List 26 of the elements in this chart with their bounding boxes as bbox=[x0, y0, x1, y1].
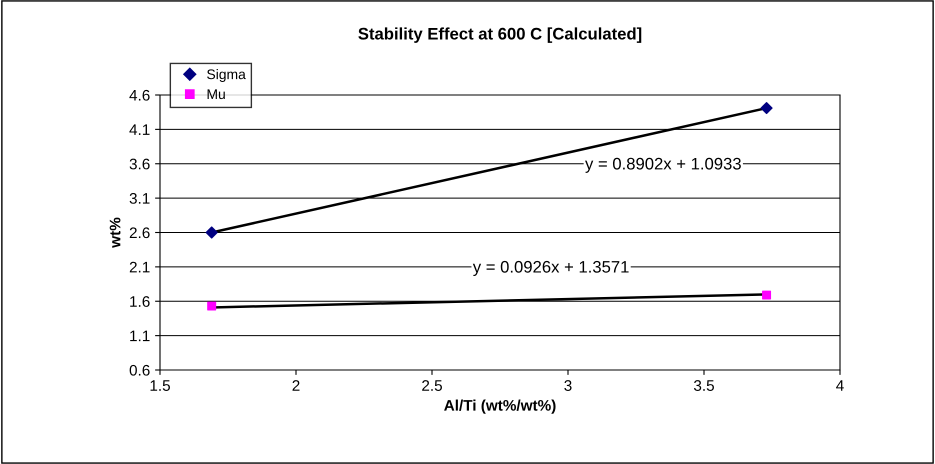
y-tick-label: 4.6 bbox=[129, 90, 150, 101]
point bbox=[207, 302, 216, 311]
point bbox=[762, 290, 772, 300]
x-tick-label: 2.5 bbox=[422, 380, 442, 391]
y-tick-label: 0.6 bbox=[130, 364, 150, 376]
point bbox=[760, 102, 773, 114]
y-axis-title: wt% bbox=[110, 218, 120, 248]
legend-label: Mu bbox=[208, 89, 225, 100]
x-tick-label: 2 bbox=[292, 380, 300, 391]
x-axis-title: Al/Ti (wt%/wt%) bbox=[444, 400, 556, 414]
y-tick-label: 1.6 bbox=[130, 296, 150, 307]
y-tick-label: 3.6 bbox=[130, 158, 150, 170]
annotation: y = 0.0926x + 1.3571 bbox=[472, 260, 629, 276]
point bbox=[206, 226, 218, 239]
y-tick-label: 2.6 bbox=[130, 227, 150, 238]
y-tick-label: 4.1 bbox=[129, 124, 150, 135]
x-tick-label: 4 bbox=[836, 380, 844, 391]
x-tick-label: 1.5 bbox=[150, 380, 170, 391]
y-tick-label: 2.1 bbox=[130, 262, 150, 272]
x-tick-label: 3 bbox=[564, 380, 572, 391]
chart-title: Stability Effect at 600 C [Calculated] bbox=[358, 27, 642, 43]
y-tick-label: 1.1 bbox=[130, 330, 150, 342]
legend-label: Sigma bbox=[207, 69, 246, 82]
x-tick-label: 3.5 bbox=[694, 380, 714, 391]
y-tick-label: 3.1 bbox=[130, 192, 150, 204]
annotation: y = 0.8902x + 1.0933 bbox=[585, 158, 741, 173]
